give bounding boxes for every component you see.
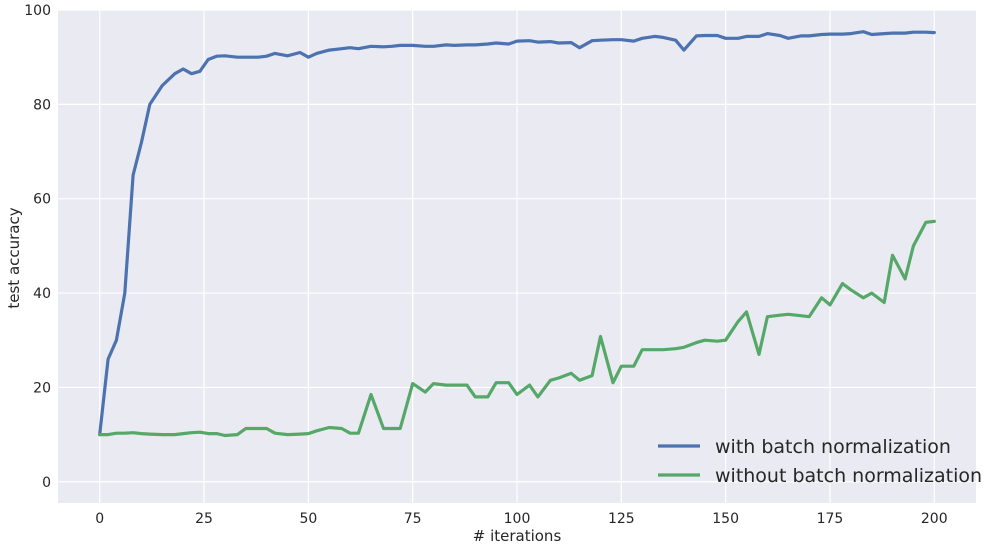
x-tick-label-150: 150: [712, 511, 739, 527]
y-tick-label-20: 20: [33, 380, 51, 396]
x-tick-label-75: 75: [404, 511, 422, 527]
x-tick-label-200: 200: [921, 511, 948, 527]
y-tick-label-40: 40: [33, 286, 51, 302]
x-tick-label-125: 125: [608, 511, 635, 527]
legend-label-without-bn: without batch normalization: [715, 465, 982, 487]
series-line-0: [98, 30, 936, 437]
legend: with batch normalization without batch n…: [658, 436, 982, 487]
x-tick-label-100: 100: [504, 511, 531, 527]
x-tick-label-25: 25: [195, 511, 213, 527]
x-axis-label: # iterations: [473, 527, 562, 545]
series-lines: [98, 30, 936, 438]
y-axis-label: test accuracy: [5, 207, 23, 308]
y-tick-label-80: 80: [33, 97, 51, 113]
x-tick-label-0: 0: [95, 511, 104, 527]
x-tick-label-175: 175: [817, 511, 844, 527]
y-tick-label-100: 100: [24, 3, 51, 19]
tick-labels: 0 25 50 75 100 125 150 175 200 0 20 40 60 80 100: [24, 3, 947, 527]
legend-label-with-bn: with batch normalization: [715, 436, 951, 458]
y-tick-label-0: 0: [42, 475, 51, 491]
x-tick-label-50: 50: [299, 511, 317, 527]
series-line-1: [98, 219, 936, 438]
gridlines: [58, 9, 976, 503]
y-tick-label-60: 60: [33, 192, 51, 208]
